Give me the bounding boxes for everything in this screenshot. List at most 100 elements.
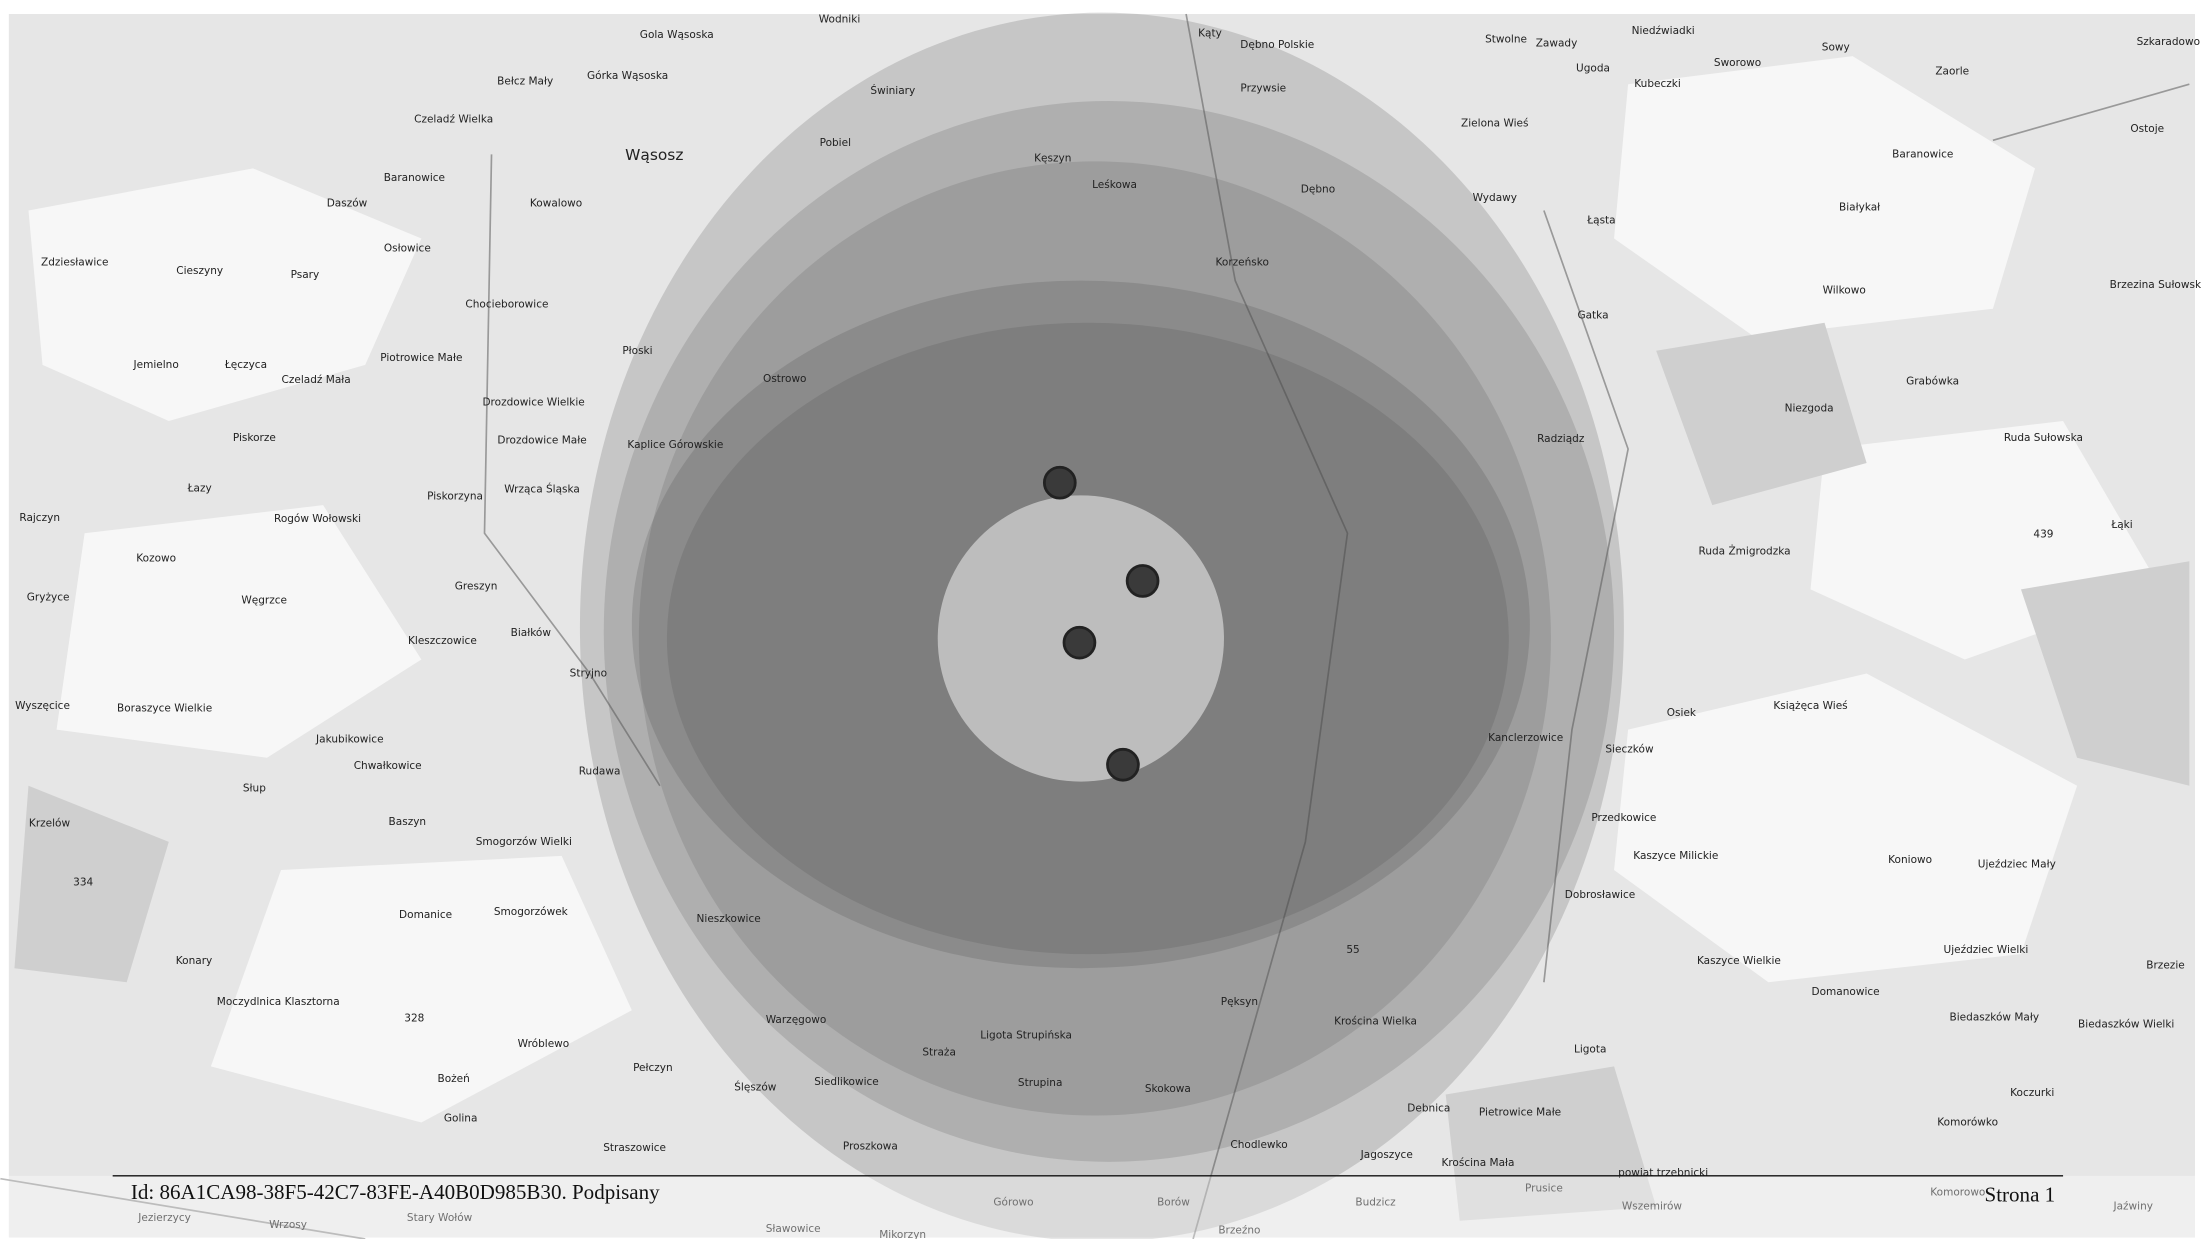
place-label: Pęksyn: [1221, 996, 1258, 1008]
roads: [0, 13, 2190, 1239]
place-label: Jakubikowice: [315, 733, 383, 745]
page-number: Strona 1: [1984, 1183, 2055, 1207]
place-label: Czeladź Mała: [282, 374, 351, 386]
place-label: Krzelów: [29, 818, 71, 830]
field: [1614, 56, 2036, 337]
place-label: Dębno: [1301, 183, 1335, 195]
place-label: Leśkowa: [1092, 179, 1137, 191]
place-label: Ostoje: [2130, 123, 2164, 135]
place-label: Niedźwiadki: [1632, 25, 1695, 37]
place-label: Przywsie: [1240, 82, 1286, 94]
place-label: Książęca Wieś: [1773, 700, 1847, 712]
place-label: Czeladź Wielka: [414, 113, 493, 125]
place-label: 55: [1346, 944, 1359, 956]
place-label: Dębno Polskie: [1240, 39, 1314, 51]
place-label: Korzeńsko: [1216, 256, 1269, 268]
place-label: Bożeń: [437, 1073, 469, 1085]
place-label: Jagoszyce: [1360, 1149, 1413, 1161]
place-label: Nieszkowice: [697, 913, 761, 925]
place-label: Rogów Wołowski: [274, 513, 361, 525]
place-label: Ruda Żmigrodzka: [1699, 544, 1791, 557]
field: [210, 855, 632, 1123]
place-label: Brzezina Sułowska: [2110, 279, 2201, 291]
open-areas: [28, 56, 2162, 1123]
place-label: Górowo: [993, 1197, 1033, 1209]
buffer-zones: [580, 12, 1624, 1239]
place-label: Koniowo: [1888, 854, 1932, 866]
place-label: Borów: [1157, 1197, 1190, 1209]
road: [1992, 83, 2190, 142]
place-label: Drozdowice Wielkie: [482, 397, 584, 409]
place-label: Słup: [243, 783, 266, 795]
place-label: Łazy: [187, 482, 212, 494]
place-label: 328: [404, 1013, 424, 1025]
place-label: Koczurki: [2010, 1087, 2054, 1099]
sites: [1042, 465, 1160, 782]
place-label: Stryjno: [570, 668, 607, 680]
place-label: Kubeczki: [1634, 78, 1681, 90]
place-label: Kleszczowice: [408, 635, 477, 647]
place-label: Golina: [444, 1112, 478, 1124]
place-label: Ligota Strupińska: [980, 1030, 1072, 1042]
place-label: Bełcz Mały: [497, 75, 553, 87]
place-label: Kąty: [1198, 28, 1222, 40]
place-label: Biedaszków Mały: [1950, 1011, 2040, 1023]
place-label: Domanice: [399, 909, 452, 921]
place-label: Sowy: [1822, 42, 1850, 54]
place-label: Kaszyce Milickie: [1633, 850, 1718, 862]
place-label: Smogorzów Wielki: [476, 836, 572, 848]
field: [1614, 673, 2078, 983]
place-label: Psary: [291, 269, 320, 281]
place-label: Kanclerzowice: [1488, 732, 1563, 744]
place-label: Wszemirów: [1622, 1201, 1683, 1213]
place-label: Strupina: [1018, 1077, 1063, 1089]
place-label: Biedaszków Wielki: [2078, 1018, 2174, 1030]
place-label: Wilkowo: [1823, 284, 1866, 296]
place-label: Brzeźno: [1218, 1225, 1260, 1237]
place-label: Krościna Mała: [1441, 1157, 1514, 1169]
boundary: [483, 154, 661, 787]
place-label: Kaplice Górowskie: [627, 439, 723, 451]
place-label: Kaszyce Wielkie: [1697, 955, 1781, 967]
place-label: Proszkowa: [843, 1140, 898, 1152]
place-label: Cieszyny: [176, 265, 223, 277]
place-label: Wrzosy: [269, 1219, 307, 1231]
place-label: 334: [73, 877, 93, 889]
railway: [1185, 13, 1349, 1239]
place-label: Kowalowo: [530, 197, 582, 209]
field: [56, 505, 422, 758]
place-label: Węgrzce: [241, 595, 287, 607]
place-label: Daszów: [327, 197, 368, 209]
site: [1125, 564, 1160, 598]
place-label: Ruda Sułowska: [2004, 432, 2083, 444]
place-label: Ujeździec Mały: [1978, 858, 2056, 870]
place-label: Rajczyn: [19, 512, 60, 524]
place-label: Osłowice: [384, 242, 431, 254]
place-label: Kęszyn: [1034, 153, 1071, 165]
place-label: Warzęgowo: [766, 1014, 827, 1026]
place-label: Wydawy: [1473, 192, 1517, 204]
place-label: Gatka: [1577, 310, 1608, 322]
road: [0, 1177, 366, 1239]
place-label: Łąsta: [1586, 214, 1615, 226]
place-label: Białków: [511, 627, 552, 639]
place-label: Ostrowo: [763, 373, 806, 385]
place-labels: Gola Wąsoska Wodniki Kąty Dębno Polskie Stwo…: [15, 14, 2201, 1239]
place-label: Pietrowice Małe: [1479, 1107, 1561, 1119]
place-label: Wodniki: [819, 14, 861, 26]
place-label: Kozowo: [136, 552, 176, 564]
place-label: Mikorzyn: [879, 1229, 926, 1239]
place-label: Komorówko: [1937, 1117, 1998, 1129]
place-label: Jaźwiny: [2112, 1201, 2152, 1213]
place-label: Smogorzówek: [494, 906, 569, 918]
place-label: Baranowice: [384, 172, 445, 184]
place-label: Białykał: [1839, 202, 1880, 214]
place-label: Siedlikowice: [814, 1076, 879, 1088]
place-label: Baranowice: [1892, 148, 1953, 160]
place-label: Stary Wołów: [407, 1212, 473, 1224]
place-label: Niezgoda: [1785, 402, 1834, 414]
place-label: Sworowo: [1714, 57, 1761, 69]
forest: [14, 785, 169, 983]
place-label: Zaorle: [1935, 66, 1969, 78]
